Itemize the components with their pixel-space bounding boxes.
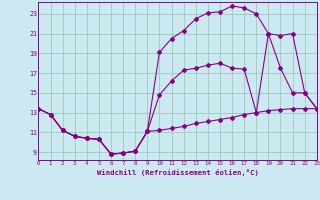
X-axis label: Windchill (Refroidissement éolien,°C): Windchill (Refroidissement éolien,°C) (97, 169, 259, 176)
